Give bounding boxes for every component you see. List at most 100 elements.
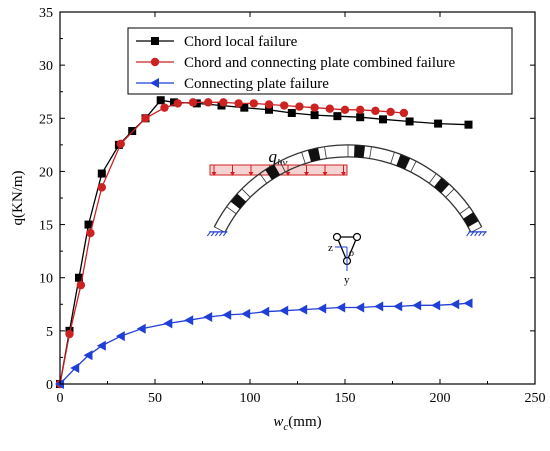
arch-segment-line [369,146,372,159]
arch-segment-line [259,173,268,184]
load-arrow-head [230,172,235,176]
data-point [128,127,137,136]
arch-block [463,212,479,228]
data-point [65,329,74,339]
arch-block [396,154,411,170]
y-tick-label: 10 [39,272,53,287]
arch-segment-line [428,173,437,184]
section-chord [352,232,362,242]
load-label: qhv [269,147,288,169]
y-axis-title: q(KN/m) [10,171,26,226]
data-point [340,105,350,114]
data-point [260,306,270,317]
data-point [356,105,365,114]
legend-marker [151,37,159,45]
y-tick-label: 30 [39,59,53,74]
data-point [76,280,86,290]
data-point [188,98,198,107]
axes: 0 50 100 150 200 250 0 5 10 15 20 25 30 35 wc(mm) q(KN/… [10,6,546,433]
section-triangle [336,236,358,263]
data-point [434,119,443,128]
x-tick-label: 50 [148,391,162,406]
arch-segment-line [226,206,237,215]
data-point [84,220,93,229]
data-point [333,112,342,121]
data-point [222,309,232,320]
arch-segment-line [445,188,455,198]
load-arrow-head [211,172,217,176]
arch-segment-line [301,152,306,164]
legend-entry: Connecting plate failure [136,76,329,92]
data-point [83,350,93,361]
data-point [450,299,460,310]
data-point [219,98,228,107]
data-point [463,298,473,309]
data-point [163,318,173,329]
load-arrow-head [341,172,346,176]
legend-label: Chord local failure [184,34,298,50]
arch-segment-line [390,152,395,164]
data-point [431,300,441,311]
x-tick-label: 150 [335,391,356,406]
arch-diagram [206,144,487,237]
data-point [241,308,251,319]
y-tick-label: 35 [39,6,53,21]
y-tick-label: 25 [39,112,53,127]
data-point [75,273,83,282]
data-point [374,301,384,312]
arch-segment-line [279,161,286,173]
data-point [464,120,473,129]
data-point [173,99,182,108]
data-point [355,302,365,313]
arch-segment-line [324,146,327,159]
data-point [412,300,422,311]
arch-support [206,231,228,237]
legend-entry: Chord and connecting plate combined fail… [136,55,455,71]
legend-box [127,27,513,95]
data-point [371,106,380,116]
section-label-o: o [349,248,354,259]
data-point [204,98,213,107]
arch-block [307,148,321,162]
data-point [287,108,296,117]
arch-segment-line [459,206,470,215]
load-arrow-head [322,172,328,176]
series-3 [55,298,473,389]
data-point [97,169,106,178]
data-point [279,305,289,316]
data-point [203,312,213,323]
data-point [310,103,319,112]
data-point [86,228,95,238]
data-point [115,331,125,342]
data-point [298,304,308,315]
data-point [141,114,150,123]
data-point [96,340,106,351]
x-axis-title: wc(mm) [273,414,321,433]
data-point [264,100,274,109]
section-label-y: y [344,274,350,286]
legend-marker [150,78,159,88]
arch-outer [213,144,483,228]
data-point [116,139,126,148]
data-point [317,303,327,314]
data-point [70,363,80,374]
data-point [280,101,289,110]
data-point [356,113,365,122]
data-point [97,183,107,192]
section-label-z: z [328,242,333,254]
y-tick-label: 0 [46,378,53,393]
arch-block [354,145,365,158]
section-chord [332,232,342,242]
cross-section-diagram: z o y [328,232,362,286]
structure-annotation: qhv z o y [206,144,487,286]
data-point [136,323,146,334]
data-point [265,105,273,114]
data-point [234,99,243,108]
legend-label: Chord and connecting plate combined fail… [184,55,455,71]
x-tick-label: 200 [430,391,451,406]
arch-segment-line [241,188,251,198]
arch-block [230,193,247,210]
x-tick-label: 100 [240,391,261,406]
load-arrow-head [285,172,291,176]
